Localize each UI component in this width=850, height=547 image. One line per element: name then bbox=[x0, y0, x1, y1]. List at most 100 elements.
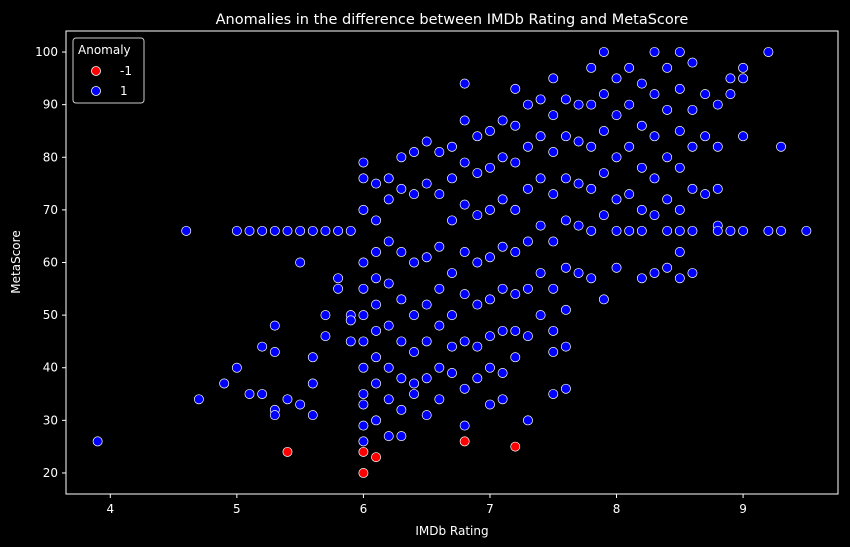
normal-point bbox=[485, 126, 495, 136]
normal-point bbox=[598, 126, 609, 136]
normal-point bbox=[497, 368, 508, 378]
normal-point bbox=[497, 325, 508, 336]
normal-point bbox=[712, 225, 723, 236]
legend-label-anomaly: -1 bbox=[120, 64, 132, 78]
normal-point bbox=[738, 131, 749, 142]
normal-point bbox=[510, 204, 521, 215]
normal-point bbox=[269, 410, 280, 421]
y-tick-label: 80 bbox=[43, 150, 58, 164]
normal-point bbox=[738, 73, 749, 84]
y-tick-label: 70 bbox=[43, 203, 58, 217]
normal-point bbox=[586, 141, 597, 152]
normal-point bbox=[548, 73, 559, 84]
normal-point bbox=[712, 99, 723, 110]
normal-point bbox=[598, 210, 609, 221]
normal-point bbox=[371, 299, 382, 310]
normal-point bbox=[358, 336, 369, 347]
normal-point bbox=[434, 320, 445, 331]
normal-point bbox=[700, 89, 711, 100]
normal-point bbox=[320, 310, 331, 321]
normal-point bbox=[371, 247, 382, 257]
normal-point bbox=[320, 225, 331, 236]
normal-point bbox=[598, 89, 609, 100]
x-tick-label: 8 bbox=[613, 502, 621, 516]
normal-point bbox=[434, 394, 445, 405]
normal-point bbox=[371, 215, 382, 226]
normal-point bbox=[358, 257, 369, 268]
normal-point bbox=[244, 389, 255, 399]
normal-point bbox=[396, 373, 407, 384]
normal-point bbox=[92, 436, 103, 447]
y-tick-label: 50 bbox=[43, 308, 58, 322]
normal-point bbox=[586, 273, 597, 284]
normal-point bbox=[371, 325, 382, 336]
normal-point bbox=[383, 394, 394, 405]
normal-point bbox=[193, 394, 204, 405]
normal-point bbox=[447, 141, 457, 152]
normal-point bbox=[560, 131, 571, 142]
normal-point bbox=[421, 373, 432, 384]
y-tick-label: 40 bbox=[43, 361, 58, 375]
normal-point bbox=[611, 73, 622, 84]
normal-point bbox=[358, 173, 369, 184]
normal-point bbox=[333, 225, 344, 236]
normal-point bbox=[282, 394, 293, 405]
normal-point bbox=[269, 320, 280, 331]
normal-point bbox=[358, 436, 369, 447]
normal-point bbox=[447, 368, 457, 378]
normal-point bbox=[307, 410, 318, 421]
normal-point bbox=[535, 220, 546, 231]
normal-point bbox=[409, 310, 419, 321]
normal-point bbox=[560, 262, 571, 273]
normal-point bbox=[434, 283, 445, 294]
normal-point bbox=[409, 189, 419, 200]
x-axis: 4 5 6 7 8 9 bbox=[106, 494, 747, 516]
normal-point bbox=[700, 189, 711, 200]
normal-point bbox=[383, 362, 394, 373]
normal-point bbox=[662, 62, 673, 73]
normal-point bbox=[548, 325, 559, 336]
anomaly-point bbox=[510, 441, 521, 452]
normal-point bbox=[333, 273, 344, 284]
normal-point bbox=[700, 131, 711, 142]
normal-point bbox=[396, 294, 407, 305]
normal-point bbox=[181, 225, 192, 236]
y-axis-label: MetaScore bbox=[9, 230, 23, 293]
normal-point bbox=[459, 157, 470, 168]
normal-point bbox=[485, 331, 495, 342]
normal-point bbox=[333, 283, 344, 294]
normal-point bbox=[510, 352, 521, 363]
normal-point bbox=[231, 225, 242, 236]
normal-point bbox=[358, 204, 369, 215]
normal-point bbox=[472, 168, 483, 179]
normal-point bbox=[522, 415, 533, 426]
normal-point bbox=[649, 131, 660, 142]
normal-point bbox=[257, 341, 268, 352]
normal-point bbox=[624, 189, 635, 200]
anomaly-point bbox=[358, 468, 369, 478]
y-tick-label: 20 bbox=[43, 466, 58, 480]
normal-point bbox=[231, 362, 242, 373]
normal-point bbox=[244, 225, 255, 236]
normal-point bbox=[649, 210, 660, 221]
normal-point bbox=[662, 152, 673, 163]
normal-point bbox=[421, 178, 432, 189]
normal-point bbox=[434, 147, 445, 157]
normal-point bbox=[396, 152, 407, 163]
normal-point bbox=[776, 141, 786, 152]
normal-point bbox=[409, 389, 419, 399]
normal-point bbox=[485, 162, 495, 173]
normal-point bbox=[535, 94, 546, 105]
normal-point bbox=[674, 247, 685, 257]
normal-point bbox=[598, 294, 609, 305]
normal-point bbox=[510, 83, 521, 94]
normal-point bbox=[371, 352, 382, 363]
normal-point bbox=[472, 373, 483, 384]
normal-point bbox=[295, 399, 306, 410]
normal-point bbox=[371, 273, 382, 284]
normal-point bbox=[624, 225, 635, 236]
normal-point bbox=[573, 99, 584, 110]
normal-point bbox=[409, 346, 419, 357]
normal-point bbox=[560, 215, 571, 226]
normal-point bbox=[573, 220, 584, 231]
